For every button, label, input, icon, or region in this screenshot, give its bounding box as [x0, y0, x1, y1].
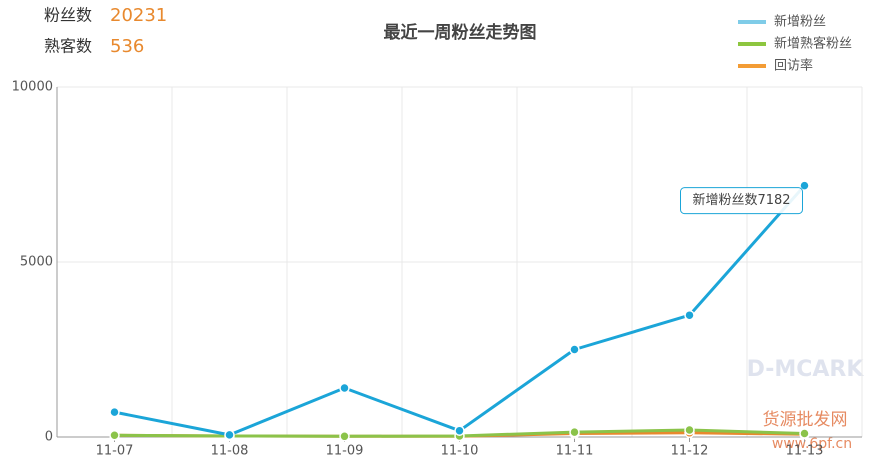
- point: [684, 424, 695, 436]
- point: [569, 344, 580, 355]
- x-tick-label: 11-11: [556, 444, 594, 459]
- stat-value: 20231: [110, 5, 167, 26]
- point: [224, 429, 235, 441]
- x-tick-label: 11-10: [441, 444, 479, 459]
- tooltip-box: [680, 187, 803, 215]
- point: [799, 180, 810, 191]
- y-tick-label: 0: [45, 430, 53, 445]
- x-tick-label: 11-12: [671, 444, 709, 459]
- point: [339, 382, 350, 394]
- y-tick-label: 5000: [20, 255, 53, 270]
- chart-title: 最近一周粉丝走势图: [384, 22, 537, 43]
- series-line: [114, 184, 806, 437]
- point: [569, 426, 580, 438]
- point: [454, 425, 465, 436]
- legend-label: 新增熟客粉丝: [774, 36, 852, 52]
- point: [684, 309, 695, 321]
- watermark: 货源批发网: [763, 410, 848, 430]
- legend-label: 新增粉丝: [774, 14, 826, 30]
- stat-label: 粉丝数: [44, 6, 92, 25]
- tooltip-text: 新增粉丝数7182: [692, 192, 790, 208]
- x-tick-label: 11-08: [211, 444, 249, 459]
- x-tick-label: 11-09: [326, 444, 364, 459]
- y-tick-label: 10000: [12, 80, 53, 95]
- x-tick-label: 11-07: [96, 444, 134, 459]
- point: [339, 431, 350, 442]
- legend-label: 回访率: [774, 58, 813, 74]
- watermark: D-MCARK: [747, 357, 865, 382]
- point: [109, 430, 120, 441]
- point: [109, 406, 120, 418]
- x-tick-label: 11-13: [786, 444, 824, 459]
- stat-label: 熟客数: [44, 37, 92, 56]
- watermark: www.6pf.cn: [772, 436, 852, 452]
- point: [799, 428, 810, 439]
- stat-value: 536: [110, 36, 144, 57]
